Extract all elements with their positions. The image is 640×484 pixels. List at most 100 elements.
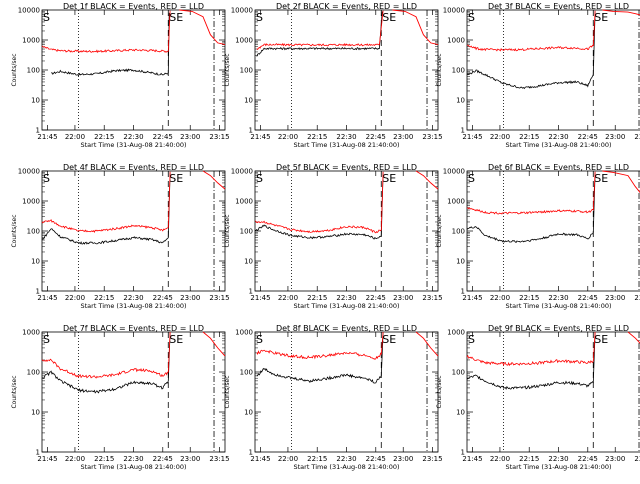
x-tick-label: 21:45 — [250, 133, 270, 141]
y-tick-label: 1 — [36, 127, 40, 135]
plot-frame — [254, 9, 439, 131]
y-tick-label: 100 — [27, 369, 40, 377]
x-tick-label: 22:30 — [123, 455, 143, 463]
panel-det-5: Det 5f BLACK = Events, RED = LLD 1 10 100 10… — [224, 163, 443, 310]
y-axis-label: Counts/sec — [11, 53, 18, 86]
y-tick-label: 10 — [456, 258, 465, 266]
x-tick-label: 21:45 — [37, 455, 57, 463]
end-mark: SE — [594, 11, 608, 24]
y-tick-label: 1000 — [235, 329, 253, 337]
panel-title: Det 3f BLACK = Events, RED = LLD — [488, 2, 629, 11]
x-tick-label: 22:00 — [278, 133, 298, 141]
x-tick-label: 23:15 — [634, 455, 640, 463]
x-tick-label: 22:45 — [578, 294, 598, 302]
x-tick-label: 21:45 — [462, 133, 482, 141]
x-axis-label: Start Time (31-Aug-08 21:40:00) — [293, 141, 399, 149]
panel-title: Det 2f BLACK = Events, RED = LLD — [276, 2, 417, 11]
x-tick-label: 23:15 — [422, 294, 442, 302]
x-axis-label: Start Time (31-Aug-08 21:40:00) — [80, 302, 186, 310]
series-line-lld — [254, 171, 384, 234]
x-tick-label: 22:30 — [336, 294, 356, 302]
x-tick-label: 21:45 — [250, 294, 270, 302]
start-mark: S — [43, 172, 50, 185]
x-tick-label: 22:15 — [307, 133, 327, 141]
y-axis-label: Counts/sec — [436, 375, 443, 408]
x-tick-label: 22:45 — [366, 133, 386, 141]
y-axis-label: Counts/sec — [224, 53, 231, 86]
x-tick-label: 23:15 — [422, 133, 442, 141]
x-tick-label: 23:15 — [634, 294, 640, 302]
x-axis-label: Start Time (31-Aug-08 21:40:00) — [293, 463, 399, 471]
panel-det-4: Det 4f BLACK = Events, RED = LLD 1 10 100 10… — [11, 163, 230, 310]
series-line-lld — [466, 331, 596, 367]
x-axis-label: Start Time (31-Aug-08 21:40:00) — [80, 141, 186, 149]
y-tick-label: 10 — [244, 258, 253, 266]
y-tick-label: 10000 — [231, 7, 253, 15]
series-line-events — [41, 331, 171, 394]
panel-title: Det 9f BLACK = Events, RED = LLD — [488, 324, 629, 333]
end-mark: SE — [382, 11, 396, 24]
x-tick-label: 23:00 — [393, 455, 413, 463]
series-line-events — [256, 11, 383, 57]
y-axis-label: Counts/sec — [11, 214, 18, 247]
y-tick-label: 1 — [36, 449, 40, 457]
panel-title: Det 1f BLACK = Events, RED = LLD — [63, 2, 204, 11]
plot-frame — [41, 170, 226, 292]
x-tick-label: 22:00 — [490, 133, 510, 141]
y-tick-label: 10 — [31, 409, 40, 417]
x-tick-label: 22:30 — [123, 133, 143, 141]
series-line-lld — [41, 331, 171, 379]
x-tick-label: 21:45 — [37, 133, 57, 141]
y-tick-label: 1000 — [447, 37, 465, 45]
x-tick-label: 22:15 — [307, 294, 327, 302]
x-tick-label: 23:00 — [605, 133, 625, 141]
y-tick-label: 10 — [31, 97, 40, 105]
x-tick-label: 22:00 — [490, 294, 510, 302]
panel-det-8: Det 8f BLACK = Events, RED = LLD 1 10 100 10… — [224, 324, 443, 471]
x-tick-label: 21:45 — [462, 294, 482, 302]
x-tick-label: 22:15 — [519, 294, 539, 302]
x-tick-label: 22:15 — [94, 133, 114, 141]
x-tick-label: 22:15 — [94, 455, 114, 463]
x-tick-label: 22:45 — [153, 294, 173, 302]
y-tick-label: 10000 — [443, 7, 465, 15]
x-tick-label: 22:00 — [278, 294, 298, 302]
series-line-events — [466, 331, 596, 390]
end-mark: SE — [594, 333, 608, 346]
x-tick-label: 22:45 — [366, 294, 386, 302]
x-tick-label: 23:00 — [393, 133, 413, 141]
series-line-lld — [466, 171, 596, 215]
start-mark: S — [468, 172, 475, 185]
series-line-events — [254, 172, 384, 240]
series-tail-lld — [202, 331, 226, 357]
y-tick-label: 10 — [456, 97, 465, 105]
series-line-lld — [256, 331, 384, 360]
y-tick-label: 10 — [31, 258, 40, 266]
x-axis-label: Start Time (31-Aug-08 21:40:00) — [505, 141, 611, 149]
plot-frame — [466, 331, 640, 453]
plot-frame — [41, 331, 226, 453]
y-tick-label: 10000 — [18, 168, 40, 176]
x-tick-label: 21:45 — [37, 294, 57, 302]
panel-det-6: Det 6f BLACK = Events, RED = LLD 1 10 100 10… — [436, 163, 640, 310]
panel-det-3: Det 3f BLACK = Events, RED = LLD 1 10 100 10… — [436, 2, 640, 149]
x-tick-label: 22:30 — [548, 294, 568, 302]
x-tick-label: 22:15 — [519, 133, 539, 141]
y-tick-label: 100 — [452, 67, 465, 75]
series-line-lld — [41, 10, 171, 54]
x-tick-label: 22:45 — [153, 133, 173, 141]
series-line-lld — [41, 171, 171, 233]
end-mark: SE — [169, 11, 183, 24]
x-axis-label: Start Time (31-Aug-08 21:40:00) — [505, 463, 611, 471]
x-tick-label: 23:00 — [180, 455, 200, 463]
x-tick-label: 23:15 — [209, 455, 229, 463]
x-tick-label: 22:45 — [578, 133, 598, 141]
end-mark: SE — [169, 172, 183, 185]
y-tick-label: 100 — [452, 369, 465, 377]
series-tail-lld — [415, 331, 439, 357]
x-tick-label: 22:30 — [123, 294, 143, 302]
y-tick-label: 1000 — [22, 329, 40, 337]
panel-title: Det 8f BLACK = Events, RED = LLD — [276, 324, 417, 333]
x-tick-label: 22:30 — [336, 133, 356, 141]
